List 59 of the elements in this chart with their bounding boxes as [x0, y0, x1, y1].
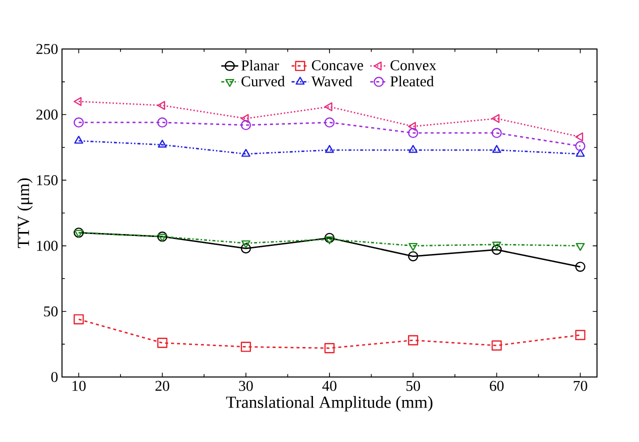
point [492, 114, 500, 124]
point [324, 117, 335, 128]
point [408, 251, 418, 262]
y-tick-label: 50 [44, 306, 58, 316]
point [575, 132, 584, 142]
point [408, 122, 416, 131]
x-tick-label: 30 [239, 380, 253, 391]
y-tick-label: 250 [36, 44, 58, 54]
x-axis-title: Translational Amplitude (mm) [226, 396, 432, 412]
point [575, 141, 586, 152]
legend-label: Planar [241, 60, 279, 71]
point [157, 117, 168, 128]
point [492, 244, 502, 255]
point [408, 128, 418, 138]
point [325, 236, 334, 244]
point [492, 340, 502, 351]
legend-label: Curved [242, 76, 285, 86]
point [74, 97, 82, 106]
point [241, 148, 250, 157]
point [74, 117, 84, 128]
x-tick-label: 60 [490, 380, 504, 391]
point [408, 144, 418, 153]
x-tick-label: 10 [72, 380, 86, 391]
point [576, 242, 585, 251]
legend-label: Convex [390, 60, 436, 70]
point [240, 120, 251, 130]
x-tick-label: 70 [574, 380, 588, 391]
x-tick-label: 40 [322, 380, 336, 391]
point [324, 343, 335, 354]
legend-label: Waved [311, 76, 352, 86]
point [492, 128, 502, 138]
point [157, 338, 168, 348]
point [157, 100, 166, 110]
point [576, 148, 585, 157]
point [575, 330, 586, 340]
legend-label: Concave [312, 60, 364, 70]
point [240, 342, 251, 352]
y-tick-label: 100 [37, 240, 58, 251]
y-axis-title: TTV (μm) [17, 178, 33, 248]
y-tick-label: 0 [51, 372, 58, 382]
point [408, 335, 418, 346]
point [240, 243, 251, 254]
point [324, 232, 335, 244]
point [492, 144, 502, 153]
x-tick-label: 20 [155, 380, 170, 391]
point [575, 262, 586, 272]
point [74, 314, 84, 324]
point [325, 144, 334, 153]
point [324, 102, 332, 112]
point [240, 114, 249, 124]
x-tick-label: 50 [406, 380, 420, 391]
y-tick-label: 150 [37, 175, 58, 186]
point [241, 240, 250, 248]
y-tick-label: 200 [36, 110, 58, 120]
legend-label: Pleated [390, 76, 434, 86]
point [408, 242, 418, 251]
point [158, 140, 167, 148]
point [492, 242, 502, 250]
point [74, 136, 84, 144]
